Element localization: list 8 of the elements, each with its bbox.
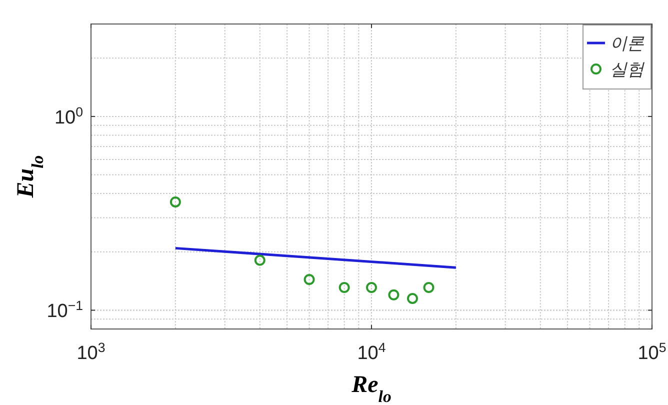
y-tick-label: 10$^{−1}$ (46, 298, 83, 322)
x-tick-label: 10$^{5}$ (638, 340, 666, 364)
x-axis-title: Re$_{lo}$ (350, 372, 392, 405)
legend-label: 실험 (610, 60, 645, 79)
x-tick-label: 10$^{3}$ (76, 340, 106, 364)
y-tick-label: 10$^{0}$ (54, 104, 83, 128)
legend-label: 이론 (610, 34, 645, 53)
x-tick-label: 10$^{4}$ (357, 340, 386, 364)
